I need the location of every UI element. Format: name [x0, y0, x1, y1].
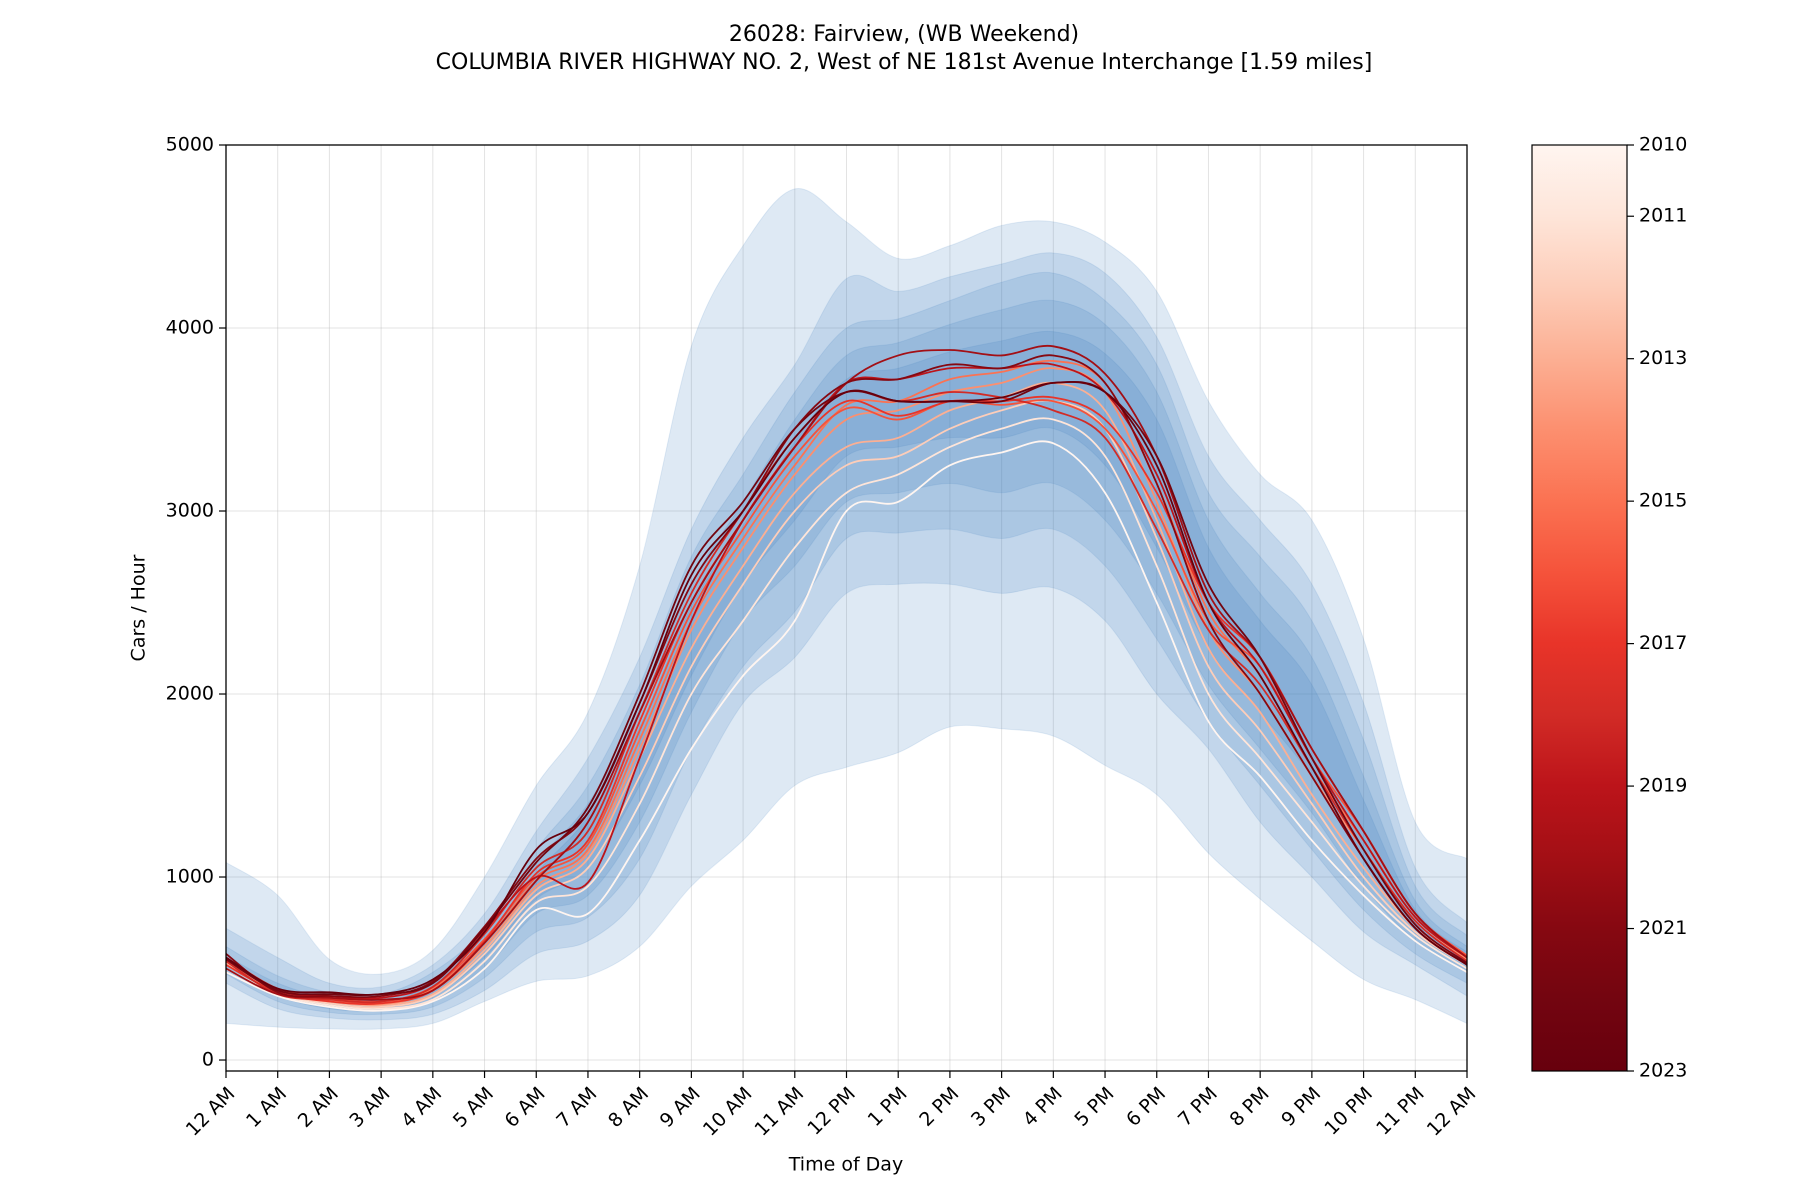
x-tick-label: 7 AM [552, 1083, 601, 1132]
colorbar-tick-label: 2013 [1639, 347, 1687, 369]
colorbar-tick-label: 2011 [1639, 205, 1687, 227]
y-tick-label: 1000 [166, 866, 214, 888]
x-tick-label: 12 AM [182, 1083, 240, 1141]
year-line [226, 381, 1467, 1007]
lines [226, 344, 1467, 1012]
year-line [226, 440, 1467, 1012]
y-axis-label: Cars / Hour [128, 554, 150, 661]
year-line [226, 380, 1467, 996]
colorbar [1531, 144, 1628, 1072]
x-axis-label: Time of Day [788, 1154, 903, 1176]
year-line [226, 399, 1467, 1009]
x-tick-label: 5 PM [1070, 1083, 1118, 1131]
y-tick-label: 3000 [166, 500, 214, 522]
x-tick-label: 12 PM [803, 1083, 860, 1140]
percentile-band [226, 299, 1467, 1012]
x-tick-label: 12 AM [1423, 1083, 1481, 1141]
x-tick-label: 2 AM [294, 1083, 343, 1132]
x-tick-label: 7 PM [1174, 1083, 1222, 1131]
colorbar-tick-label: 2023 [1639, 1060, 1687, 1082]
x-tick-label: 2 PM [915, 1083, 963, 1131]
colorbar-tick-label: 2015 [1639, 490, 1687, 512]
chart-title: 26028: Fairview, (WB Weekend) [729, 22, 1079, 47]
x-tick-label: 10 PM [1320, 1083, 1377, 1140]
year-line [226, 417, 1467, 1010]
x-tick-label: 6 PM [1122, 1083, 1170, 1131]
y-tick-label: 4000 [166, 317, 214, 339]
x-tick-label: 4 PM [1019, 1083, 1067, 1131]
x-tick-label: 9 PM [1277, 1083, 1325, 1131]
year-line [226, 354, 1467, 999]
x-tick-label: 8 PM [1226, 1083, 1274, 1131]
x-tick-label: 4 AM [397, 1083, 446, 1132]
y-tick-label: 0 [202, 1049, 214, 1071]
y-tick-label: 2000 [166, 683, 214, 705]
colorbar-tick-label: 2010 [1639, 134, 1687, 156]
colorbar-tick-label: 2021 [1639, 917, 1687, 939]
x-tick-label: 1 PM [864, 1083, 912, 1131]
y-tick-label: 5000 [166, 134, 214, 156]
x-tick-label: 8 AM [604, 1083, 653, 1132]
percentile-band [226, 252, 1467, 1021]
x-tick-label: 11 PM [1372, 1083, 1429, 1140]
x-tick-label: 1 AM [242, 1083, 291, 1132]
x-tick-label: 9 AM [656, 1083, 705, 1132]
x-tick-label: 3 AM [345, 1083, 394, 1132]
x-tick-label: 5 AM [449, 1083, 498, 1132]
x-tick-label: 3 PM [967, 1083, 1015, 1131]
x-tick-label: 11 AM [751, 1083, 809, 1141]
chart-subtitle: COLUMBIA RIVER HIGHWAY NO. 2, West of NE… [436, 50, 1373, 75]
colorbar-tick-label: 2019 [1639, 775, 1687, 797]
colorbar-tick-label: 2017 [1639, 632, 1687, 654]
percentile-band [226, 188, 1467, 1030]
x-tick-label: 6 AM [501, 1083, 550, 1132]
x-tick-label: 10 AM [699, 1083, 757, 1141]
